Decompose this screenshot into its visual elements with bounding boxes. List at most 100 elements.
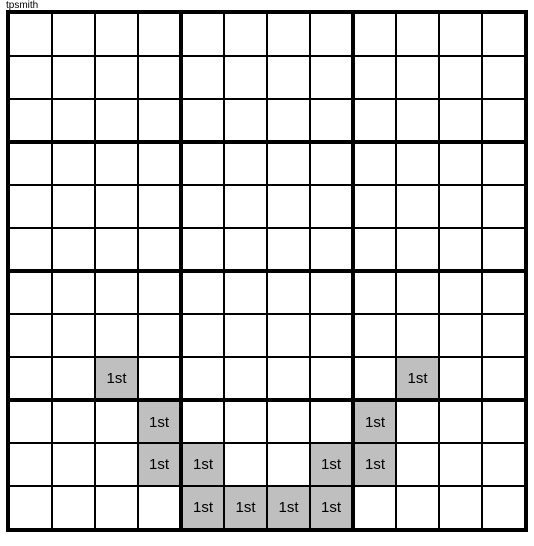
grid-cell[interactable] <box>353 314 396 357</box>
grid-cell[interactable]: 1st <box>95 357 138 400</box>
grid-cell[interactable] <box>52 13 95 56</box>
grid-cell[interactable] <box>439 486 482 529</box>
grid-cell[interactable] <box>482 443 525 486</box>
grid-cell[interactable] <box>138 486 181 529</box>
grid-cell[interactable]: 1st <box>310 486 353 529</box>
grid-cell[interactable] <box>52 443 95 486</box>
grid-cell[interactable] <box>267 357 310 400</box>
grid-cell[interactable] <box>52 357 95 400</box>
grid-cell[interactable] <box>439 357 482 400</box>
grid-cell[interactable] <box>310 56 353 99</box>
grid-cell[interactable] <box>482 142 525 185</box>
grid-cell[interactable] <box>95 271 138 314</box>
grid-cell[interactable] <box>138 99 181 142</box>
grid-cell[interactable] <box>482 56 525 99</box>
grid-cell[interactable] <box>439 185 482 228</box>
grid-cell[interactable] <box>267 185 310 228</box>
grid-cell[interactable]: 1st <box>310 443 353 486</box>
grid-cell[interactable] <box>95 228 138 271</box>
grid-cell[interactable] <box>310 185 353 228</box>
grid-cell[interactable] <box>95 314 138 357</box>
grid-cell[interactable] <box>95 443 138 486</box>
grid-cell[interactable] <box>310 314 353 357</box>
grid-cell[interactable] <box>95 486 138 529</box>
grid-cell[interactable] <box>95 400 138 443</box>
grid-cell[interactable] <box>439 56 482 99</box>
grid-cell[interactable] <box>310 271 353 314</box>
grid-cell[interactable] <box>95 142 138 185</box>
grid-cell[interactable] <box>224 56 267 99</box>
grid-cell[interactable] <box>9 185 52 228</box>
grid-cell[interactable] <box>9 13 52 56</box>
grid-cell[interactable] <box>353 142 396 185</box>
grid-cell[interactable] <box>52 314 95 357</box>
grid-cell[interactable] <box>52 99 95 142</box>
grid-cell[interactable] <box>482 185 525 228</box>
grid-cell[interactable] <box>396 400 439 443</box>
grid-cell[interactable] <box>439 228 482 271</box>
grid-cell[interactable] <box>267 228 310 271</box>
grid-cell[interactable] <box>353 99 396 142</box>
grid-cell[interactable] <box>482 228 525 271</box>
grid-cell[interactable] <box>9 443 52 486</box>
grid-cell[interactable] <box>52 228 95 271</box>
grid-cell[interactable] <box>267 13 310 56</box>
grid-cell[interactable] <box>181 357 224 400</box>
grid-cell[interactable] <box>267 99 310 142</box>
grid-cell[interactable] <box>310 228 353 271</box>
grid-cell[interactable] <box>9 99 52 142</box>
grid-cell[interactable] <box>396 271 439 314</box>
grid-cell[interactable] <box>95 56 138 99</box>
grid-cell[interactable] <box>224 314 267 357</box>
grid-cell[interactable] <box>396 486 439 529</box>
grid-cell[interactable] <box>267 271 310 314</box>
grid-cell[interactable] <box>224 271 267 314</box>
grid-cell[interactable] <box>396 185 439 228</box>
grid-cell[interactable] <box>310 400 353 443</box>
grid-cell[interactable] <box>267 400 310 443</box>
grid-cell[interactable]: 1st <box>353 443 396 486</box>
grid-cell[interactable] <box>396 228 439 271</box>
grid-cell[interactable]: 1st <box>396 357 439 400</box>
grid-cell[interactable] <box>138 13 181 56</box>
grid-cell[interactable] <box>181 56 224 99</box>
grid-cell[interactable] <box>482 400 525 443</box>
grid-cell[interactable]: 1st <box>181 486 224 529</box>
grid-cell[interactable] <box>9 486 52 529</box>
grid-cell[interactable] <box>482 314 525 357</box>
grid-cell[interactable] <box>396 13 439 56</box>
grid-cell[interactable] <box>181 400 224 443</box>
grid-cell[interactable] <box>52 185 95 228</box>
grid-cell[interactable] <box>439 142 482 185</box>
grid-cell[interactable] <box>95 13 138 56</box>
grid-cell[interactable] <box>224 99 267 142</box>
grid-cell[interactable] <box>353 185 396 228</box>
grid-cell[interactable] <box>138 185 181 228</box>
grid-cell[interactable] <box>439 99 482 142</box>
grid-cell[interactable] <box>482 271 525 314</box>
grid-cell[interactable] <box>224 185 267 228</box>
grid-cell[interactable] <box>9 357 52 400</box>
grid-cell[interactable] <box>224 443 267 486</box>
grid-cell[interactable] <box>52 400 95 443</box>
grid-cell[interactable] <box>224 400 267 443</box>
grid-cell[interactable] <box>439 400 482 443</box>
grid-cell[interactable] <box>439 13 482 56</box>
grid-cell[interactable] <box>439 443 482 486</box>
grid-cell[interactable] <box>482 99 525 142</box>
grid-cell[interactable] <box>267 56 310 99</box>
grid-cell[interactable] <box>181 99 224 142</box>
grid-cell[interactable] <box>353 13 396 56</box>
grid-cell[interactable] <box>310 357 353 400</box>
grid-cell[interactable] <box>9 271 52 314</box>
grid-cell[interactable] <box>310 13 353 56</box>
grid-cell[interactable] <box>482 486 525 529</box>
grid-cell[interactable] <box>181 271 224 314</box>
grid-cell[interactable] <box>267 443 310 486</box>
grid-cell[interactable] <box>138 314 181 357</box>
grid-cell[interactable] <box>52 486 95 529</box>
grid-cell[interactable] <box>181 185 224 228</box>
grid-cell[interactable] <box>353 228 396 271</box>
grid-cell[interactable] <box>181 228 224 271</box>
grid-cell[interactable] <box>181 13 224 56</box>
